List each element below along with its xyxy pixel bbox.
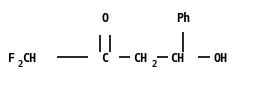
Text: C: C xyxy=(101,52,109,65)
Text: 2: 2 xyxy=(17,60,22,69)
Text: 2: 2 xyxy=(152,60,157,69)
Text: CH: CH xyxy=(22,52,36,65)
Text: F: F xyxy=(8,52,15,65)
Text: O: O xyxy=(101,12,109,25)
Text: CH: CH xyxy=(133,52,147,65)
Text: CH: CH xyxy=(170,52,184,65)
Text: OH: OH xyxy=(213,52,227,65)
Text: Ph: Ph xyxy=(176,12,190,25)
